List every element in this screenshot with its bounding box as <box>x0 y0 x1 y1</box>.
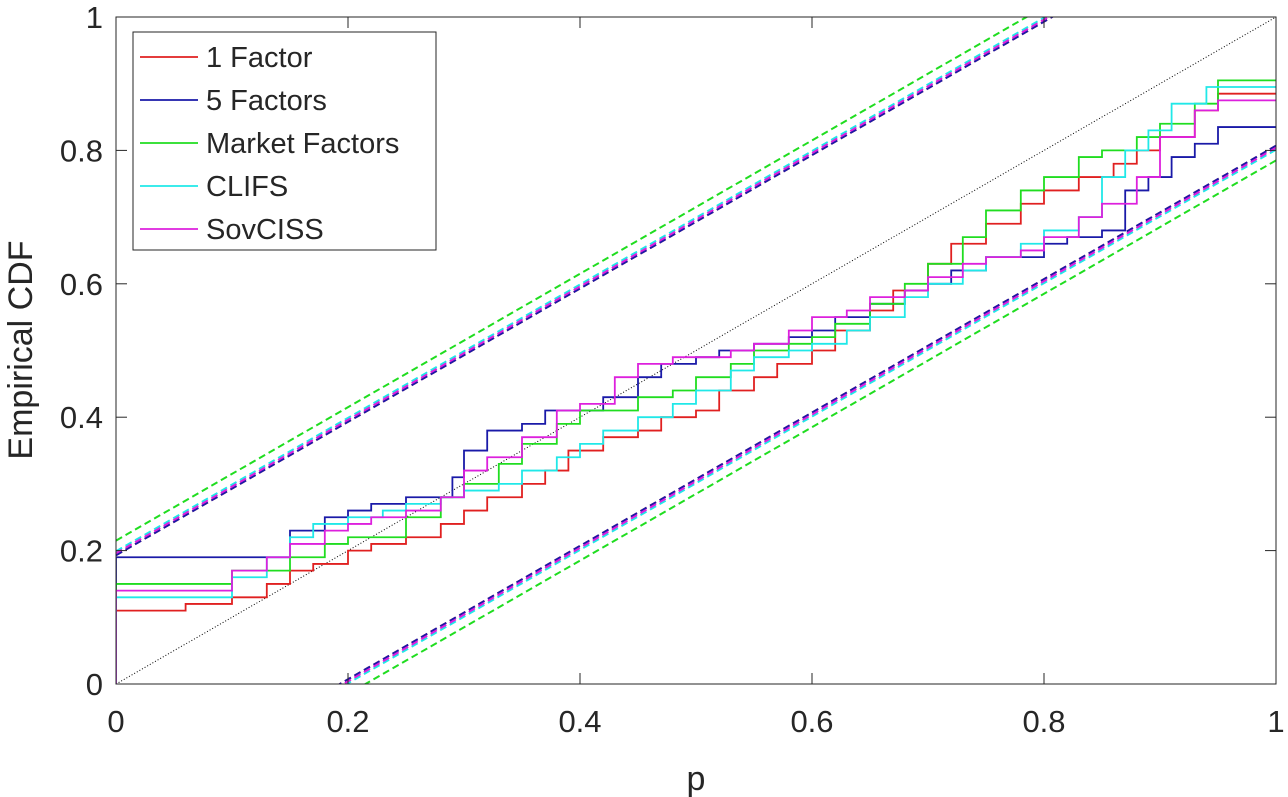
legend-item-1-factor: 1 Factor <box>140 42 313 74</box>
confidence-bands <box>116 17 1276 684</box>
x-tick-label: 0 <box>107 704 124 739</box>
y-tick-label: 0.6 <box>60 267 103 302</box>
legend-box <box>132 31 437 251</box>
y-tick-label: 0 <box>86 667 103 702</box>
x-tick-label: 0.2 <box>326 704 369 739</box>
x-tick-label: 0.6 <box>790 704 833 739</box>
legend-item-clifs: CLIFS <box>140 171 288 203</box>
series-line-1-factor <box>116 92 1276 684</box>
y-tick-label: 0.8 <box>60 133 103 168</box>
legend-item-5-factors: 5 Factors <box>140 85 327 117</box>
legend-item-sovciss: SovCISS <box>140 214 324 246</box>
band-upper-5-factors <box>116 17 1055 557</box>
band-lower-sovciss <box>341 146 1276 684</box>
band-upper-sovciss <box>116 17 1051 555</box>
band-upper-market-factors <box>116 17 1029 542</box>
band-upper-clifs <box>116 17 1048 553</box>
legend-label: 5 Factors <box>206 85 327 117</box>
y-tick-label: 1 <box>86 0 103 35</box>
band-lower-market-factors <box>363 159 1276 684</box>
y-axis: 0 0.2 0.4 0.6 0.8 1 <box>60 0 1276 702</box>
legend-item-market-factors: Market Factors <box>140 128 399 160</box>
plot-area-frame <box>115 16 1277 685</box>
x-tick-label: 1 <box>1267 704 1284 739</box>
x-axis: 0 0.2 0.4 0.6 0.8 1 <box>107 17 1285 739</box>
legend-label: Market Factors <box>206 128 399 160</box>
y-tick-label: 0.4 <box>60 400 103 435</box>
x-axis-label: p <box>687 760 706 797</box>
legend-label: SovCISS <box>206 214 324 246</box>
series-lines <box>116 79 1276 684</box>
y-tick-label: 0.2 <box>60 534 103 569</box>
legend: 1 Factor 5 Factors Market Factors CLIFS SovC… <box>132 31 437 251</box>
series-line-clifs <box>116 86 1276 684</box>
x-tick-label: 0.4 <box>558 704 601 739</box>
reference-line <box>115 16 1277 685</box>
band-lower-clifs <box>344 148 1276 684</box>
y-axis-label: Empirical CDF <box>2 240 40 459</box>
legend-label: 1 Factor <box>206 42 313 74</box>
series-line-sovciss <box>116 99 1276 684</box>
band-lower-5-factors <box>337 144 1276 684</box>
reference-diagonal-line <box>115 16 1277 685</box>
legend-label: CLIFS <box>206 171 288 203</box>
x-tick-label: 0.8 <box>1022 704 1065 739</box>
